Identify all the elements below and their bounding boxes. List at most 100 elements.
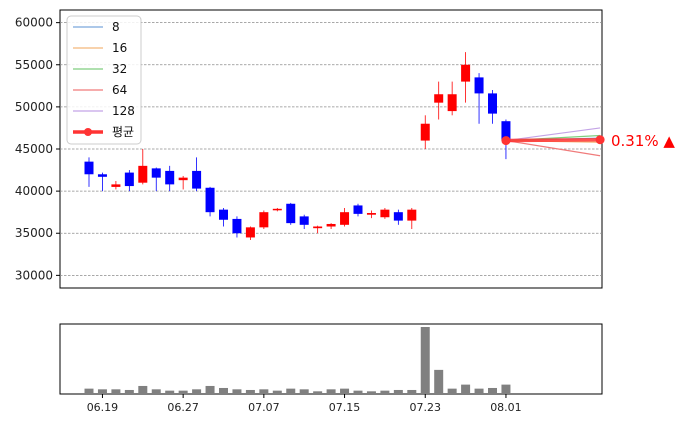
forecast-ma-line <box>505 127 601 142</box>
legend-entry: 8 <box>73 20 120 34</box>
candle <box>313 225 323 234</box>
candle <box>286 202 296 225</box>
candle <box>299 214 309 230</box>
volume-panel-frame <box>59 323 603 395</box>
candle <box>340 207 350 227</box>
candle <box>219 207 228 227</box>
legend-marker <box>84 128 92 136</box>
candle <box>245 226 255 240</box>
candle-body <box>286 203 296 224</box>
y-tick-label: 55000 <box>15 58 53 72</box>
candle-body <box>313 226 323 229</box>
candle-body <box>353 205 363 214</box>
candle <box>272 207 282 212</box>
candle <box>461 52 471 103</box>
candle-body <box>272 208 282 211</box>
volume-bar <box>393 389 403 394</box>
candle-body <box>447 94 457 112</box>
volume-bar <box>205 385 215 394</box>
volume-bar <box>313 391 323 394</box>
price-axis: 30000 35000 40000 45000 50000 55000 60000 <box>15 16 60 282</box>
candle-body <box>151 168 161 178</box>
volume-bar <box>353 390 363 394</box>
candle-body <box>299 216 309 225</box>
candle <box>205 186 215 217</box>
legend-label: 128 <box>112 104 135 118</box>
candle-body <box>407 209 417 221</box>
candle-body <box>97 174 107 177</box>
candle <box>232 216 242 238</box>
candle <box>447 81 457 116</box>
candle-body <box>111 184 121 187</box>
volume-bar <box>366 391 376 394</box>
volume-bar <box>461 384 471 394</box>
x-tick-label: 08.01 <box>490 401 522 414</box>
candle-body <box>84 161 94 175</box>
volume-bar <box>232 389 242 394</box>
candle <box>434 81 444 120</box>
candle <box>380 207 390 219</box>
candle-body <box>393 212 403 221</box>
y-tick-label: 50000 <box>15 100 53 114</box>
legend-entry: 16 <box>73 41 127 55</box>
price-grid <box>60 22 602 276</box>
candle <box>151 167 161 192</box>
forecast-ma-line <box>505 139 601 157</box>
candle-body <box>434 94 444 103</box>
volume-bar <box>192 389 202 394</box>
candle <box>138 149 148 185</box>
candle <box>84 157 94 187</box>
candle-body <box>178 177 188 181</box>
volume-bar <box>97 389 107 394</box>
volume-bar <box>111 389 121 394</box>
forecast-start-marker <box>501 136 511 146</box>
price-panel: 30000 35000 40000 45000 50000 55000 60000 <box>15 9 605 289</box>
volume-bar <box>151 389 161 394</box>
y-tick-label: 35000 <box>15 226 53 240</box>
volume-bar <box>272 390 282 394</box>
candle-body <box>165 170 175 185</box>
candle-body <box>205 187 215 213</box>
volume-bar <box>407 389 417 394</box>
volume-bar <box>138 385 148 394</box>
forecast-average <box>501 135 605 146</box>
y-tick-label: 40000 <box>15 184 53 198</box>
legend-entry: 64 <box>73 83 127 97</box>
volume-bar <box>259 389 269 394</box>
volume-bar <box>380 390 390 394</box>
legend-entry: 128 <box>73 104 135 118</box>
candle <box>165 165 175 192</box>
candle-body <box>461 64 471 82</box>
candle-body <box>501 121 511 141</box>
candle <box>192 157 202 192</box>
y-tick-label: 60000 <box>15 16 53 30</box>
volume-bar <box>420 327 430 394</box>
candle-body <box>366 213 376 215</box>
x-tick-label: 07.23 <box>410 401 442 414</box>
candle <box>326 223 336 230</box>
legend: 8 16 32 64 128 평균 <box>66 15 142 145</box>
legend-label: 16 <box>112 41 127 55</box>
legend-entry: 평균 <box>73 125 134 139</box>
volume-bars <box>84 327 511 394</box>
y-tick-label: 45000 <box>15 142 53 156</box>
candle <box>420 115 430 149</box>
candle <box>97 172 107 192</box>
x-tick-label: 06.19 <box>87 401 119 414</box>
volume-bar <box>219 387 228 394</box>
volume-bar <box>447 388 457 394</box>
x-tick-label: 07.15 <box>329 401 361 414</box>
candle-body <box>326 223 336 227</box>
volume-panel: 06.19 06.27 07.07 07.15 07.23 08.01 <box>59 323 603 414</box>
x-tick-label: 07.07 <box>248 401 280 414</box>
candle-body <box>245 227 255 238</box>
volume-bar <box>124 389 134 394</box>
candle <box>353 203 363 217</box>
legend-entry: 32 <box>73 62 127 76</box>
volume-bar <box>299 389 309 394</box>
change-percent-label: 0.31% ▲ <box>611 132 675 150</box>
candle-body <box>488 93 497 114</box>
x-tick-label: 06.27 <box>167 401 199 414</box>
volume-bar <box>326 389 336 394</box>
